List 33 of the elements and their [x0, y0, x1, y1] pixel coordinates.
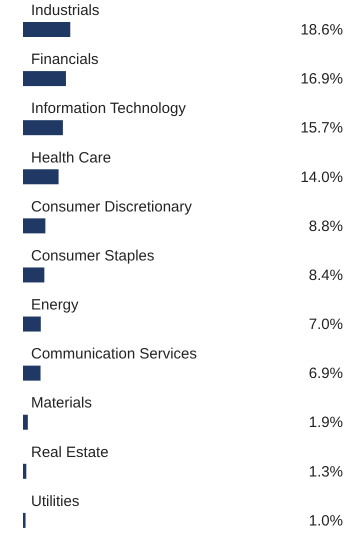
y-tick-label: Consumer Discretionary — [31, 198, 192, 216]
bar — [23, 414, 28, 430]
y-tick-label: Energy — [31, 296, 80, 314]
data-label: 8.8% — [308, 218, 343, 235]
data-label: 14.0% — [300, 168, 343, 186]
bar — [23, 316, 41, 332]
y-tick-label: Utilities — [31, 492, 80, 510]
data-label: 6.9% — [308, 365, 343, 382]
data-label: 16.9% — [300, 70, 343, 88]
data-label: 15.7% — [300, 120, 343, 137]
data-label: 1.9% — [308, 414, 343, 432]
bar — [23, 267, 44, 282]
bar — [23, 120, 63, 136]
y-tick-label: Information Technology — [31, 100, 186, 118]
bar — [23, 22, 70, 37]
y-tick-label: Health Care — [31, 149, 112, 166]
y-tick-label: Materials — [31, 394, 92, 412]
y-tick-label: Financials — [31, 51, 99, 68]
data-label: 18.6% — [300, 22, 343, 38]
y-tick-label: Consumer Staples — [31, 247, 154, 264]
bar — [23, 512, 26, 528]
y-tick-label: Industrials — [31, 2, 100, 19]
data-label: 1.0% — [308, 512, 343, 530]
data-label: 7.0% — [308, 316, 343, 334]
y-tick-label: Real Estate — [31, 444, 109, 461]
y-tick-label: Communication Services — [31, 346, 197, 363]
data-label: 8.4% — [308, 266, 343, 284]
data-label: 1.3% — [308, 463, 343, 480]
bar — [23, 464, 26, 479]
bar — [23, 366, 41, 381]
bar — [23, 218, 46, 234]
bar — [23, 71, 66, 86]
bar — [23, 169, 59, 184]
